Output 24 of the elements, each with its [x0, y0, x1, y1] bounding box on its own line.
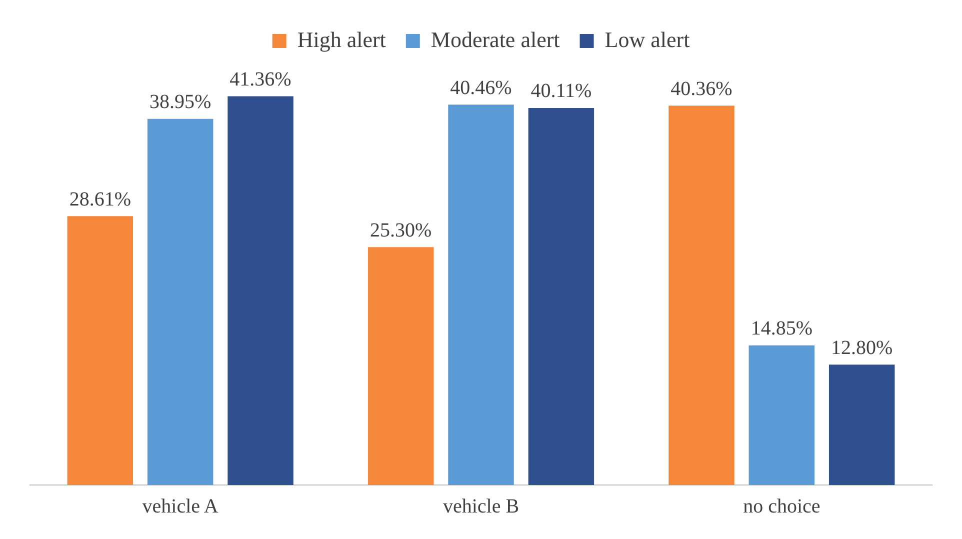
- bar: [828, 364, 895, 485]
- data-label: 28.61%: [69, 188, 131, 210]
- bar: [368, 247, 434, 485]
- bar: [668, 106, 734, 485]
- legend-label: Low alert: [604, 26, 690, 52]
- bar: [147, 118, 214, 485]
- bar: [67, 216, 134, 485]
- bar: [448, 104, 514, 485]
- data-label: 14.85%: [750, 318, 813, 340]
- x-tick-label: vehicle A: [142, 495, 219, 518]
- data-label: 40.36%: [670, 78, 732, 100]
- x-tick-label: no choice: [743, 495, 820, 518]
- legend-label: Moderate alert: [430, 26, 560, 52]
- data-label: 41.36%: [230, 68, 292, 90]
- data-label: 40.46%: [450, 76, 512, 99]
- bar: [528, 108, 594, 485]
- bar: [748, 345, 815, 485]
- data-label: 25.30%: [370, 219, 432, 242]
- data-label: 38.95%: [149, 91, 212, 114]
- x-tick-label: vehicle B: [442, 495, 520, 518]
- data-label: 40.11%: [530, 80, 592, 102]
- data-label: 12.80%: [831, 336, 893, 359]
- bar: [228, 96, 294, 485]
- legend-label: High alert: [297, 26, 386, 52]
